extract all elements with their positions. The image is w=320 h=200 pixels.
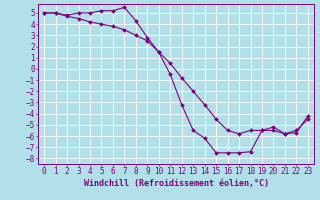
X-axis label: Windchill (Refroidissement éolien,°C): Windchill (Refroidissement éolien,°C) (84, 179, 268, 188)
